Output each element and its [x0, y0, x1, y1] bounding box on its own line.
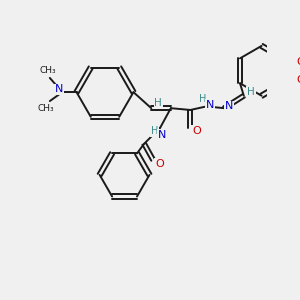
Text: H: H [151, 126, 158, 136]
Text: O: O [297, 57, 300, 67]
Text: N: N [55, 85, 63, 94]
Text: O: O [192, 126, 201, 136]
Text: CH₃: CH₃ [38, 104, 55, 113]
Text: O: O [297, 75, 300, 85]
Text: N: N [206, 100, 214, 110]
Text: H: H [199, 94, 206, 104]
Text: O: O [155, 159, 164, 169]
Text: N: N [158, 130, 166, 140]
Text: H: H [247, 87, 255, 97]
Text: CH₃: CH₃ [40, 66, 56, 75]
Text: N: N [224, 101, 233, 111]
Text: H: H [154, 98, 162, 108]
